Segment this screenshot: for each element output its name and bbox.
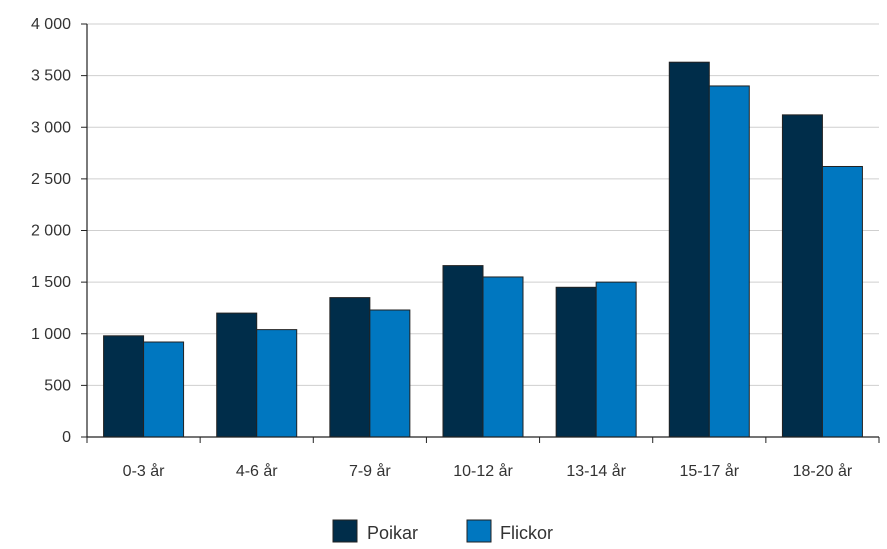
x-tick-label: 18-20 år xyxy=(793,462,853,480)
bars xyxy=(103,61,863,438)
y-tick-label: 0 xyxy=(62,429,71,446)
x-tick-labels: 0-3 år 4-6 år 7-9 år 10-12 år 13-14 år 15-17 … xyxy=(123,462,853,480)
x-tick-label: 4-6 år xyxy=(236,462,278,480)
bar-flickor xyxy=(821,165,863,438)
legend-swatch-poikar xyxy=(332,519,358,543)
bar-poikar xyxy=(329,297,371,438)
legend-label-flickor: Flickor xyxy=(500,523,553,543)
bar-poikar xyxy=(781,114,823,438)
bar-flickor xyxy=(143,341,185,438)
y-tick-label: 1 500 xyxy=(31,274,71,291)
x-tick-label: 15-17 år xyxy=(679,462,739,480)
legend-label-poikar: Poikar xyxy=(367,523,418,543)
legend-swatch-flickor xyxy=(466,519,492,543)
bar-flickor xyxy=(482,276,524,438)
bar-poikar xyxy=(103,335,145,438)
y-tick-label: 4 000 xyxy=(31,16,71,33)
y-tick-label: 500 xyxy=(44,377,71,394)
axes xyxy=(81,23,880,443)
y-tick-label: 3 500 xyxy=(31,68,71,85)
x-tick-label: 13-14 år xyxy=(566,462,626,480)
y-tick-labels: 0 500 1 000 1 500 2 000 2 500 3 000 3 500 4 000 xyxy=(31,16,71,446)
x-tick-label: 7-9 år xyxy=(349,462,391,480)
x-tick-label: 0-3 år xyxy=(123,462,165,480)
bar-flickor xyxy=(708,85,750,438)
y-tick-label: 3 000 xyxy=(31,119,71,136)
bar-flickor xyxy=(256,329,298,438)
bar-poikar xyxy=(668,61,710,438)
bar-poikar xyxy=(555,286,597,438)
x-tick-label: 10-12 år xyxy=(453,462,513,480)
legend: Poikar Flickor xyxy=(332,519,553,543)
bar-flickor xyxy=(595,281,637,438)
bar-poikar xyxy=(216,312,258,438)
y-tick-label: 1 000 xyxy=(31,326,71,343)
y-tick-label: 2 500 xyxy=(31,171,71,188)
bar-flickor xyxy=(369,309,411,438)
bar-poikar xyxy=(442,265,484,438)
y-tick-label: 2 000 xyxy=(31,223,71,240)
